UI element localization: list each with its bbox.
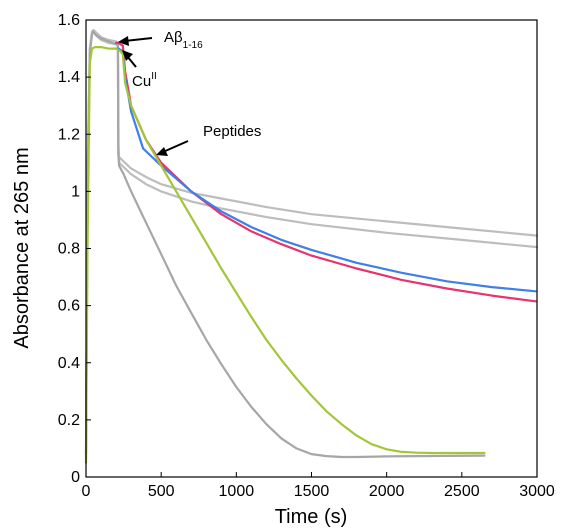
annotation-peptides-label: Peptides [203, 123, 261, 140]
arrow-abeta [124, 37, 153, 42]
x-tick-label: 1500 [294, 483, 330, 500]
y-tick-label: 0.2 [58, 412, 80, 429]
y-tick-label: 1.6 [58, 12, 80, 29]
annotation-abeta-label: Aβ1-16 [164, 29, 203, 51]
series-layer [84, 28, 539, 464]
y-axis-title: Absorbance at 265 nm [11, 147, 33, 348]
cu-sup: II [151, 71, 157, 82]
y-tick-label: 0.4 [58, 355, 80, 372]
y-tick-label: 0 [71, 469, 80, 486]
y-tick-label: 1.2 [58, 126, 80, 143]
series-line-5 [114, 47, 537, 293]
x-tick-label: 1000 [219, 483, 255, 500]
y-tick-label: 0.8 [58, 241, 80, 258]
annotation-peptides: Peptides [156, 123, 261, 156]
y-tick-label: 1 [71, 183, 80, 200]
x-tick-label: 0 [82, 483, 91, 500]
series-line-3 [84, 30, 486, 461]
x-tick-label: 500 [148, 483, 175, 500]
tick-layer: 0 500 1000 1500 2000 2500 3000 0 0.2 0.4 0.6 0.8 1 1.… [58, 12, 555, 500]
series-line-4 [114, 41, 537, 303]
arrowhead-abeta [118, 36, 129, 46]
arrowhead-cu [122, 50, 133, 61]
annotation-abeta: Aβ1-16 [118, 29, 203, 51]
abeta-sub: 1-16 [183, 40, 203, 51]
annotation-cu: CuII [122, 50, 157, 90]
x-axis-title: Time (s) [275, 506, 348, 528]
series-line-6 [84, 45, 486, 464]
plot-frame [85, 19, 538, 478]
x-tick-label: 2000 [369, 483, 405, 500]
cu-main: Cu [132, 73, 151, 90]
series-line-2 [84, 30, 539, 456]
y-tick-label: 1.4 [58, 69, 80, 86]
x-tick-label: 3000 [519, 483, 555, 500]
abeta-main: Aβ [164, 29, 183, 46]
annotation-cu-label: CuII [132, 71, 157, 90]
arrowhead-peptides [156, 147, 168, 156]
x-tick-label: 2500 [444, 483, 480, 500]
arrow-peptides [162, 140, 189, 153]
y-tick-label: 0.6 [58, 298, 80, 315]
series-line-1 [84, 28, 539, 456]
